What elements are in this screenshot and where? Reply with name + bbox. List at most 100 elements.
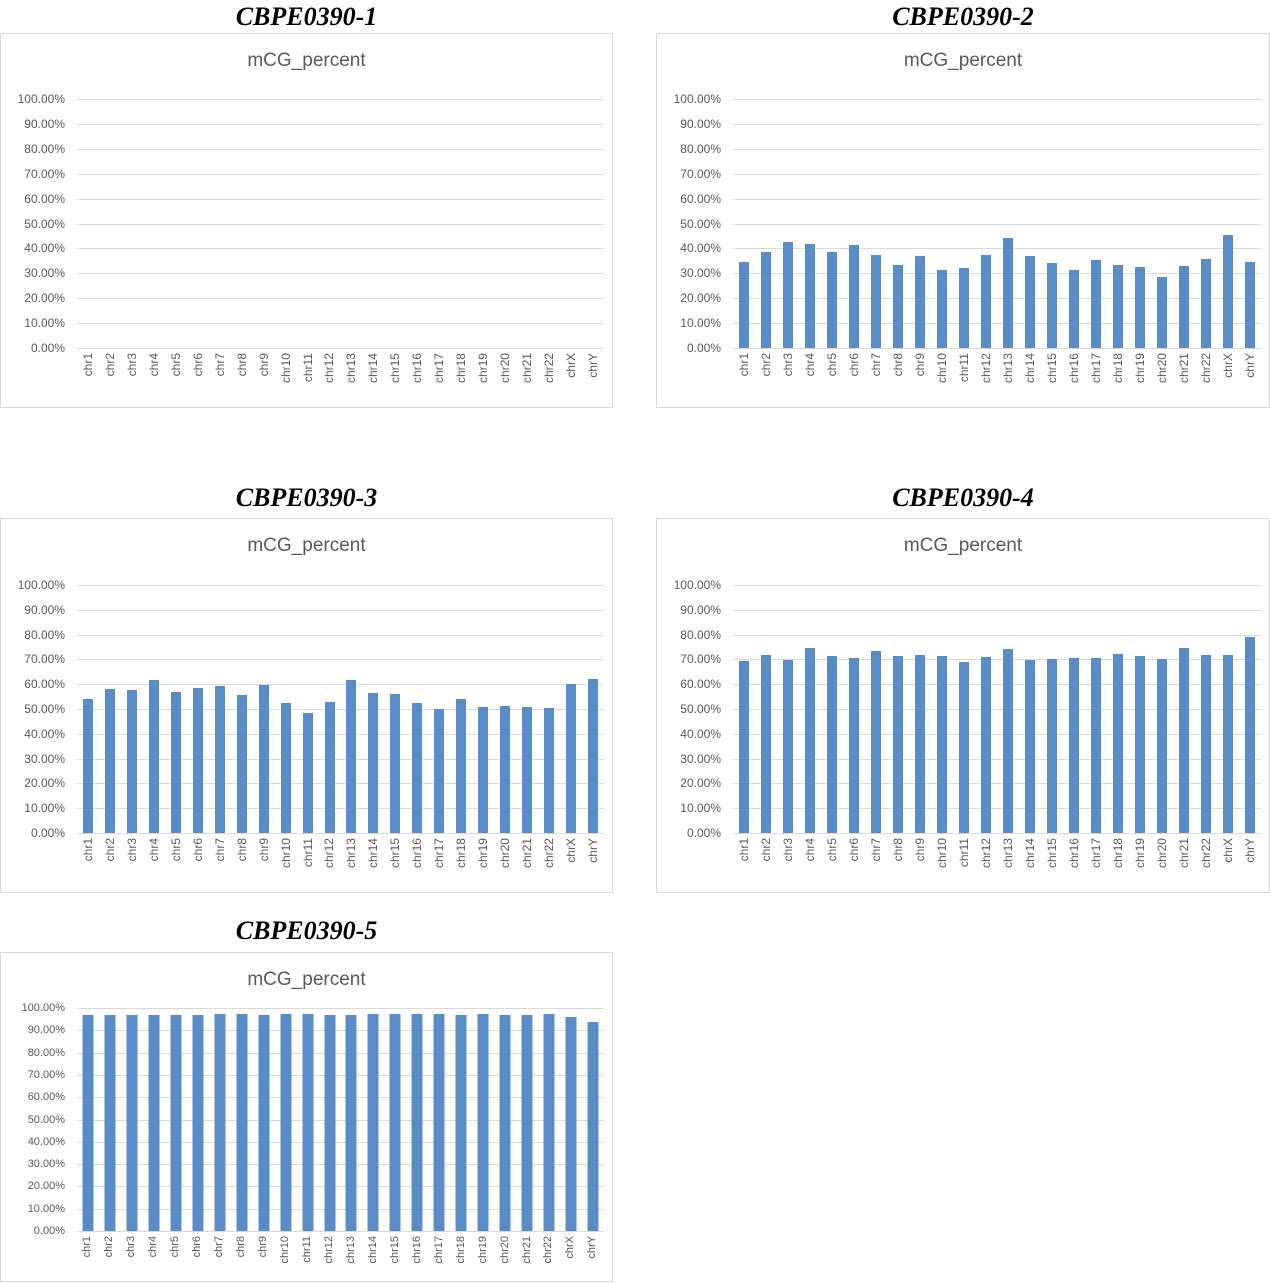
x-axis-category-cell: chr17 — [428, 1231, 450, 1277]
gridline — [733, 323, 1261, 325]
x-axis-category-cell: chr18 — [450, 833, 472, 889]
x-axis-tick-label: chr12 — [979, 838, 993, 869]
bar-chr15 — [390, 694, 401, 833]
bar-chr5 — [827, 656, 837, 833]
x-axis-category-cell: chr4 — [799, 348, 821, 404]
gridline — [77, 123, 604, 125]
x-axis-tick-label: chr20 — [498, 1236, 511, 1264]
x-axis-tick-label: chrX — [563, 353, 578, 378]
bar-chr3 — [126, 690, 137, 833]
x-axis-category-cell: chrY — [582, 1231, 604, 1277]
x-axis-tick-label: chr5 — [168, 353, 183, 377]
x-axis-category-cell: chr16 — [406, 1231, 428, 1277]
x-axis-category-cell: chr22 — [1195, 833, 1217, 889]
x-axis-category-cell: chrX — [560, 1231, 582, 1277]
x-axis-category-cell: chr14 — [362, 1231, 384, 1277]
x-axis-category-cell: chr6 — [843, 348, 865, 404]
x-axis-tick-label: chrY — [585, 838, 600, 863]
x-axis-category-cell: chr4 — [143, 1231, 165, 1277]
bar-chrY — [1245, 262, 1255, 348]
gridline — [77, 1186, 604, 1188]
x-axis-category-cell: chr21 — [516, 1231, 538, 1277]
x-axis-tick-label: chr4 — [147, 1236, 160, 1258]
y-axis-tick-label: 70.00% — [27, 1068, 65, 1081]
x-axis-category-cell: chr3 — [777, 833, 799, 889]
x-axis-tick-label: chr8 — [234, 838, 249, 862]
gridline — [733, 808, 1261, 810]
y-axis-tick-label: 50.00% — [27, 1113, 65, 1126]
x-axis-category-cell: chr18 — [1107, 348, 1129, 404]
bar-chr2 — [761, 252, 771, 348]
x-axis-category-cell: chr18 — [450, 348, 472, 404]
y-axis-tick-label: 30.00% — [680, 266, 721, 281]
bar-chr15 — [389, 1014, 401, 1231]
x-axis-category-cell: chr10 — [931, 833, 953, 889]
bar-chr20 — [1157, 658, 1167, 833]
bar-chr4 — [804, 244, 815, 348]
x-axis-tick-label: chr5 — [168, 838, 183, 862]
x-axis-tick-label: chr19 — [1133, 838, 1147, 869]
y-axis-tick-label: 60.00% — [24, 677, 65, 692]
x-axis-category-cell: chr18 — [450, 1231, 472, 1277]
panel-title-cbpe0390-5: CBPE0390-5 — [235, 916, 378, 945]
x-axis-category-cell: chr11 — [953, 348, 975, 404]
y-axis-tick-label: 10.00% — [24, 316, 65, 331]
x-axis-category-cell: chr17 — [1085, 348, 1107, 404]
bar-chr15 — [1047, 659, 1057, 833]
x-axis-tick-label: chr19 — [476, 353, 491, 384]
x-axis-tick-label: chrX — [564, 1236, 577, 1259]
y-axis-tick-label: 80.00% — [24, 141, 65, 156]
bar-chr9 — [258, 1014, 270, 1231]
x-axis-category-cell: chr12 — [318, 1231, 340, 1277]
bar-chr20 — [500, 706, 511, 833]
bar-chr4 — [148, 1015, 160, 1231]
y-axis-tick-label: 100.00% — [17, 92, 65, 106]
x-axis-tick-label: chr14 — [366, 838, 381, 869]
x-axis-category-cell: chr22 — [538, 833, 560, 889]
x-axis-tick-label: chr15 — [388, 1236, 401, 1264]
x-axis-tick-label: chr12 — [322, 838, 337, 869]
x-axis-category-cell: chr14 — [362, 348, 384, 404]
x-axis-tick-label: chr22 — [1199, 838, 1213, 869]
x-axis-tick-label: chr17 — [432, 838, 447, 869]
x-axis-tick-label: chr4 — [803, 838, 817, 862]
x-axis-tick-label: chr11 — [300, 353, 315, 383]
bar-chr16 — [412, 703, 423, 833]
y-axis-tick-label: 100.00% — [17, 578, 65, 592]
x-axis-category-cell: chr2 — [755, 833, 777, 889]
x-axis-category-cell: chr9 — [909, 348, 931, 404]
y-axis-tick-label: 70.00% — [24, 652, 65, 667]
plot-area — [77, 585, 604, 834]
bar-chr1 — [738, 660, 749, 833]
bar-chr6 — [849, 657, 859, 833]
x-axis-category-cell: chrY — [582, 348, 604, 404]
gridline — [77, 1164, 604, 1166]
y-axis-tick-label: 80.00% — [27, 1046, 65, 1059]
x-axis-tick-label: chr14 — [366, 353, 381, 384]
x-axis-tick-label: chr18 — [454, 838, 469, 869]
x-axis-tick-label: chr16 — [410, 353, 425, 384]
x-axis-tick-label: chrY — [1243, 838, 1257, 863]
x-axis-tick-label: chr13 — [344, 838, 359, 869]
y-axis-tick-label: 90.00% — [24, 116, 65, 131]
bar-chr1 — [82, 1014, 94, 1231]
chart-title: mCG_percent — [247, 969, 366, 990]
chart-title: mCG_percent — [903, 535, 1023, 556]
x-axis-tick-label: chr22 — [541, 838, 556, 869]
x-axis-category-cell: chr5 — [165, 348, 187, 404]
x-axis-tick-label: chr17 — [1089, 353, 1103, 384]
bar-chrY — [1245, 637, 1255, 833]
x-axis-tick-label: chr9 — [913, 838, 927, 862]
bar-chr18 — [1113, 265, 1123, 348]
gridline — [77, 248, 604, 250]
x-axis-category-cell: chr11 — [297, 1231, 319, 1277]
x-axis-category-cell: chr20 — [494, 1231, 516, 1277]
x-axis-category-cell: chr17 — [1085, 833, 1107, 889]
gridline — [77, 1008, 604, 1009]
x-axis-tick-label: chr6 — [190, 353, 205, 377]
y-axis-tick-label: 60.00% — [24, 191, 65, 206]
gridline — [77, 1074, 604, 1076]
y-axis-tick-label: 30.00% — [27, 1158, 65, 1171]
x-axis-tick-label: chr3 — [781, 838, 795, 862]
x-axis-tick-label: chr5 — [825, 838, 839, 862]
